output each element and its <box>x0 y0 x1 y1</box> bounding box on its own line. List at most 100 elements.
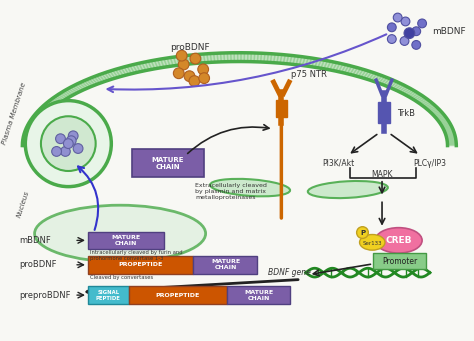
Polygon shape <box>26 127 36 130</box>
Polygon shape <box>22 141 31 143</box>
Polygon shape <box>107 71 115 79</box>
Text: MATURE
CHAIN: MATURE CHAIN <box>244 290 273 300</box>
Polygon shape <box>148 61 155 69</box>
Circle shape <box>190 53 201 64</box>
Polygon shape <box>443 127 452 130</box>
Polygon shape <box>23 140 32 142</box>
Text: SIGNAL
PEPTIDE: SIGNAL PEPTIDE <box>96 290 121 300</box>
Polygon shape <box>58 93 67 99</box>
Text: PROPEPTIDE: PROPEPTIDE <box>155 293 200 298</box>
Polygon shape <box>39 108 48 113</box>
Polygon shape <box>94 76 102 83</box>
Polygon shape <box>104 72 112 80</box>
Polygon shape <box>27 124 37 127</box>
Text: Extracellularly cleaved
by plasmin and matrix
metalloproteinases: Extracellularly cleaved by plasmin and m… <box>195 183 267 200</box>
Circle shape <box>199 73 210 84</box>
Polygon shape <box>338 64 346 72</box>
Polygon shape <box>23 135 32 138</box>
Polygon shape <box>251 53 255 62</box>
Polygon shape <box>267 54 272 62</box>
Polygon shape <box>23 138 32 140</box>
Polygon shape <box>264 54 268 62</box>
Text: PI3K/Akt: PI3K/Akt <box>322 159 354 168</box>
Polygon shape <box>438 118 447 122</box>
Polygon shape <box>428 106 437 111</box>
Polygon shape <box>46 102 55 107</box>
Polygon shape <box>381 78 390 85</box>
FancyBboxPatch shape <box>129 286 227 304</box>
Polygon shape <box>177 56 182 65</box>
Polygon shape <box>180 56 186 65</box>
Polygon shape <box>425 103 434 108</box>
Polygon shape <box>157 59 164 68</box>
Polygon shape <box>371 74 380 81</box>
Circle shape <box>66 136 76 146</box>
Polygon shape <box>445 131 454 134</box>
Circle shape <box>68 131 78 141</box>
Circle shape <box>52 147 62 156</box>
Polygon shape <box>190 55 195 64</box>
Polygon shape <box>353 68 360 76</box>
Polygon shape <box>91 77 100 84</box>
Polygon shape <box>386 80 394 87</box>
FancyBboxPatch shape <box>378 102 390 123</box>
Polygon shape <box>309 58 315 67</box>
Polygon shape <box>345 65 352 74</box>
Polygon shape <box>430 108 439 113</box>
Polygon shape <box>446 134 455 136</box>
FancyBboxPatch shape <box>88 256 193 273</box>
Polygon shape <box>183 56 189 64</box>
Polygon shape <box>257 53 262 62</box>
Polygon shape <box>110 70 118 78</box>
Polygon shape <box>231 53 235 62</box>
Polygon shape <box>442 124 451 127</box>
Polygon shape <box>23 137 32 139</box>
Polygon shape <box>193 55 199 63</box>
Polygon shape <box>228 53 231 62</box>
Polygon shape <box>336 63 343 72</box>
Polygon shape <box>315 59 321 68</box>
Polygon shape <box>442 125 452 129</box>
Polygon shape <box>447 137 456 139</box>
Text: MATURE
CHAIN: MATURE CHAIN <box>152 157 184 170</box>
Polygon shape <box>66 88 75 95</box>
Circle shape <box>404 28 415 39</box>
Polygon shape <box>247 53 251 62</box>
Text: CREB: CREB <box>385 236 412 245</box>
Polygon shape <box>347 66 355 74</box>
Polygon shape <box>426 105 436 109</box>
Polygon shape <box>80 82 88 89</box>
FancyBboxPatch shape <box>88 286 129 304</box>
Polygon shape <box>62 91 71 97</box>
Polygon shape <box>293 56 299 65</box>
Polygon shape <box>56 94 66 100</box>
Polygon shape <box>401 87 410 94</box>
Polygon shape <box>447 143 456 144</box>
Polygon shape <box>261 53 265 62</box>
Polygon shape <box>437 117 447 121</box>
Polygon shape <box>356 69 363 77</box>
Polygon shape <box>49 99 59 105</box>
Polygon shape <box>60 92 69 98</box>
Polygon shape <box>118 68 126 76</box>
Polygon shape <box>24 132 33 135</box>
Text: TrkB: TrkB <box>397 109 415 118</box>
Polygon shape <box>399 86 408 93</box>
Polygon shape <box>145 61 152 70</box>
Polygon shape <box>167 58 173 66</box>
Polygon shape <box>187 55 192 64</box>
Polygon shape <box>124 66 131 74</box>
Polygon shape <box>244 53 248 62</box>
Polygon shape <box>383 79 392 86</box>
Polygon shape <box>358 69 366 77</box>
Polygon shape <box>203 54 208 63</box>
Circle shape <box>176 50 187 61</box>
Polygon shape <box>299 57 305 65</box>
Text: MATURE
CHAIN: MATURE CHAIN <box>111 235 140 246</box>
Polygon shape <box>431 110 441 115</box>
FancyBboxPatch shape <box>132 149 204 177</box>
Text: PROPEPTIDE: PROPEPTIDE <box>118 262 163 267</box>
Polygon shape <box>155 60 161 68</box>
Ellipse shape <box>360 235 385 250</box>
Polygon shape <box>164 58 170 67</box>
